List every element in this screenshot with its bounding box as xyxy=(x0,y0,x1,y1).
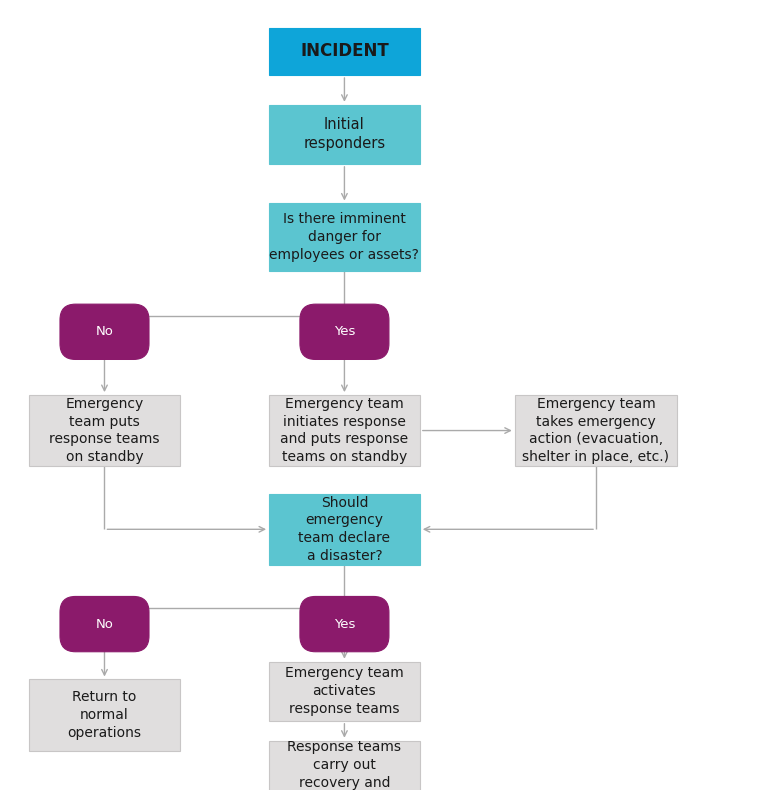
Text: Is there imminent
danger for
employees or assets?: Is there imminent danger for employees o… xyxy=(269,213,420,261)
Text: Emergency team
takes emergency
action (evacuation,
shelter in place, etc.): Emergency team takes emergency action (e… xyxy=(522,397,670,465)
Text: No: No xyxy=(95,325,114,338)
FancyBboxPatch shape xyxy=(29,679,180,750)
Text: INCIDENT: INCIDENT xyxy=(300,43,389,60)
Text: Response teams
carry out
recovery and
return-to-normal steps: Response teams carry out recovery and re… xyxy=(266,740,423,790)
FancyBboxPatch shape xyxy=(60,304,149,359)
Text: Emergency team
initiates response
and puts response
teams on standby: Emergency team initiates response and pu… xyxy=(280,397,409,465)
Text: Emergency team
activates
response teams: Emergency team activates response teams xyxy=(285,667,404,716)
FancyBboxPatch shape xyxy=(269,105,420,164)
FancyBboxPatch shape xyxy=(29,395,180,466)
FancyBboxPatch shape xyxy=(269,662,420,720)
FancyBboxPatch shape xyxy=(60,596,149,652)
FancyBboxPatch shape xyxy=(269,494,420,565)
FancyBboxPatch shape xyxy=(300,304,389,359)
Text: Should
emergency
team declare
a disaster?: Should emergency team declare a disaster… xyxy=(299,495,390,563)
FancyBboxPatch shape xyxy=(269,741,420,790)
FancyBboxPatch shape xyxy=(300,596,389,652)
FancyBboxPatch shape xyxy=(269,28,420,75)
Text: No: No xyxy=(95,618,114,630)
Text: Yes: Yes xyxy=(334,325,355,338)
Text: Return to
normal
operations: Return to normal operations xyxy=(67,690,142,739)
Text: Emergency
team puts
response teams
on standby: Emergency team puts response teams on st… xyxy=(50,397,159,465)
FancyBboxPatch shape xyxy=(269,204,420,270)
Text: Initial
responders: Initial responders xyxy=(303,117,385,152)
FancyBboxPatch shape xyxy=(515,395,677,466)
FancyBboxPatch shape xyxy=(269,395,420,466)
Text: Yes: Yes xyxy=(334,618,355,630)
